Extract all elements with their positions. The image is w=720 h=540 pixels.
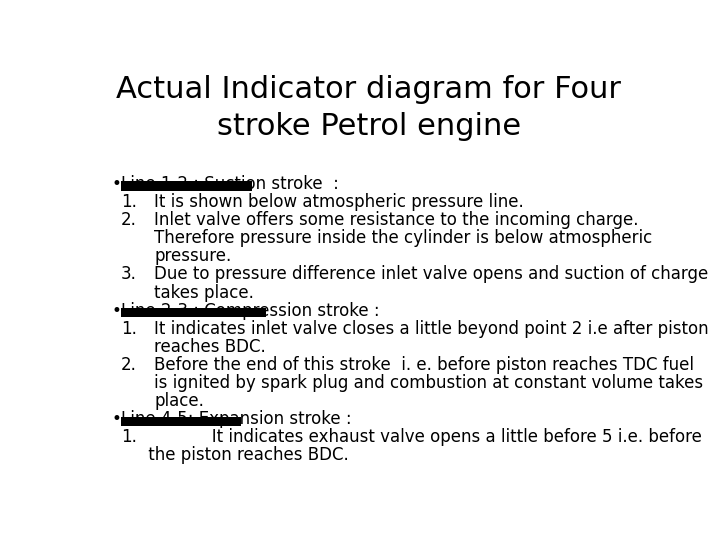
Text: takes place.: takes place. (154, 284, 254, 301)
Text: Therefore pressure inside the cylinder is below atmospheric: Therefore pressure inside the cylinder i… (154, 230, 652, 247)
Text: Before the end of this stroke  i. e. before piston reaches TDC fuel: Before the end of this stroke i. e. befo… (154, 356, 694, 374)
FancyBboxPatch shape (121, 181, 252, 191)
Text: It is shown below atmospheric pressure line.: It is shown below atmospheric pressure l… (154, 193, 524, 211)
Text: •: • (111, 410, 121, 428)
Text: It indicates inlet valve closes a little beyond point 2 i.e after piston: It indicates inlet valve closes a little… (154, 320, 708, 338)
Text: reaches BDC.: reaches BDC. (154, 338, 266, 356)
Text: Actual Indicator diagram for Four
stroke Petrol engine: Actual Indicator diagram for Four stroke… (117, 75, 621, 141)
Text: 2.: 2. (121, 211, 137, 229)
FancyBboxPatch shape (121, 308, 266, 317)
Text: 3.: 3. (121, 266, 137, 284)
Text: Inlet valve offers some resistance to the incoming charge.: Inlet valve offers some resistance to th… (154, 211, 639, 229)
Text: is ignited by spark plug and combustion at constant volume takes: is ignited by spark plug and combustion … (154, 374, 703, 392)
Text: 1.: 1. (121, 320, 137, 338)
Text: 1.: 1. (121, 193, 137, 211)
Text: •: • (111, 175, 121, 193)
Text: It indicates exhaust valve opens a little before 5 i.e. before: It indicates exhaust valve opens a littl… (154, 428, 702, 446)
Text: •: • (111, 302, 121, 320)
Text: 1.: 1. (121, 428, 137, 446)
Text: Line 1-2 : Suction stroke  :: Line 1-2 : Suction stroke : (121, 175, 338, 193)
FancyBboxPatch shape (121, 416, 240, 426)
Text: place.: place. (154, 392, 204, 410)
Text: Line 4-5: Expansion stroke :: Line 4-5: Expansion stroke : (121, 410, 351, 428)
Text: 2.: 2. (121, 356, 137, 374)
Text: the piston reaches BDC.: the piston reaches BDC. (143, 446, 348, 464)
Text: Line 2-3 : Compression stroke :: Line 2-3 : Compression stroke : (121, 302, 379, 320)
Text: pressure.: pressure. (154, 247, 231, 265)
Text: Due to pressure difference inlet valve opens and suction of charge: Due to pressure difference inlet valve o… (154, 266, 708, 284)
